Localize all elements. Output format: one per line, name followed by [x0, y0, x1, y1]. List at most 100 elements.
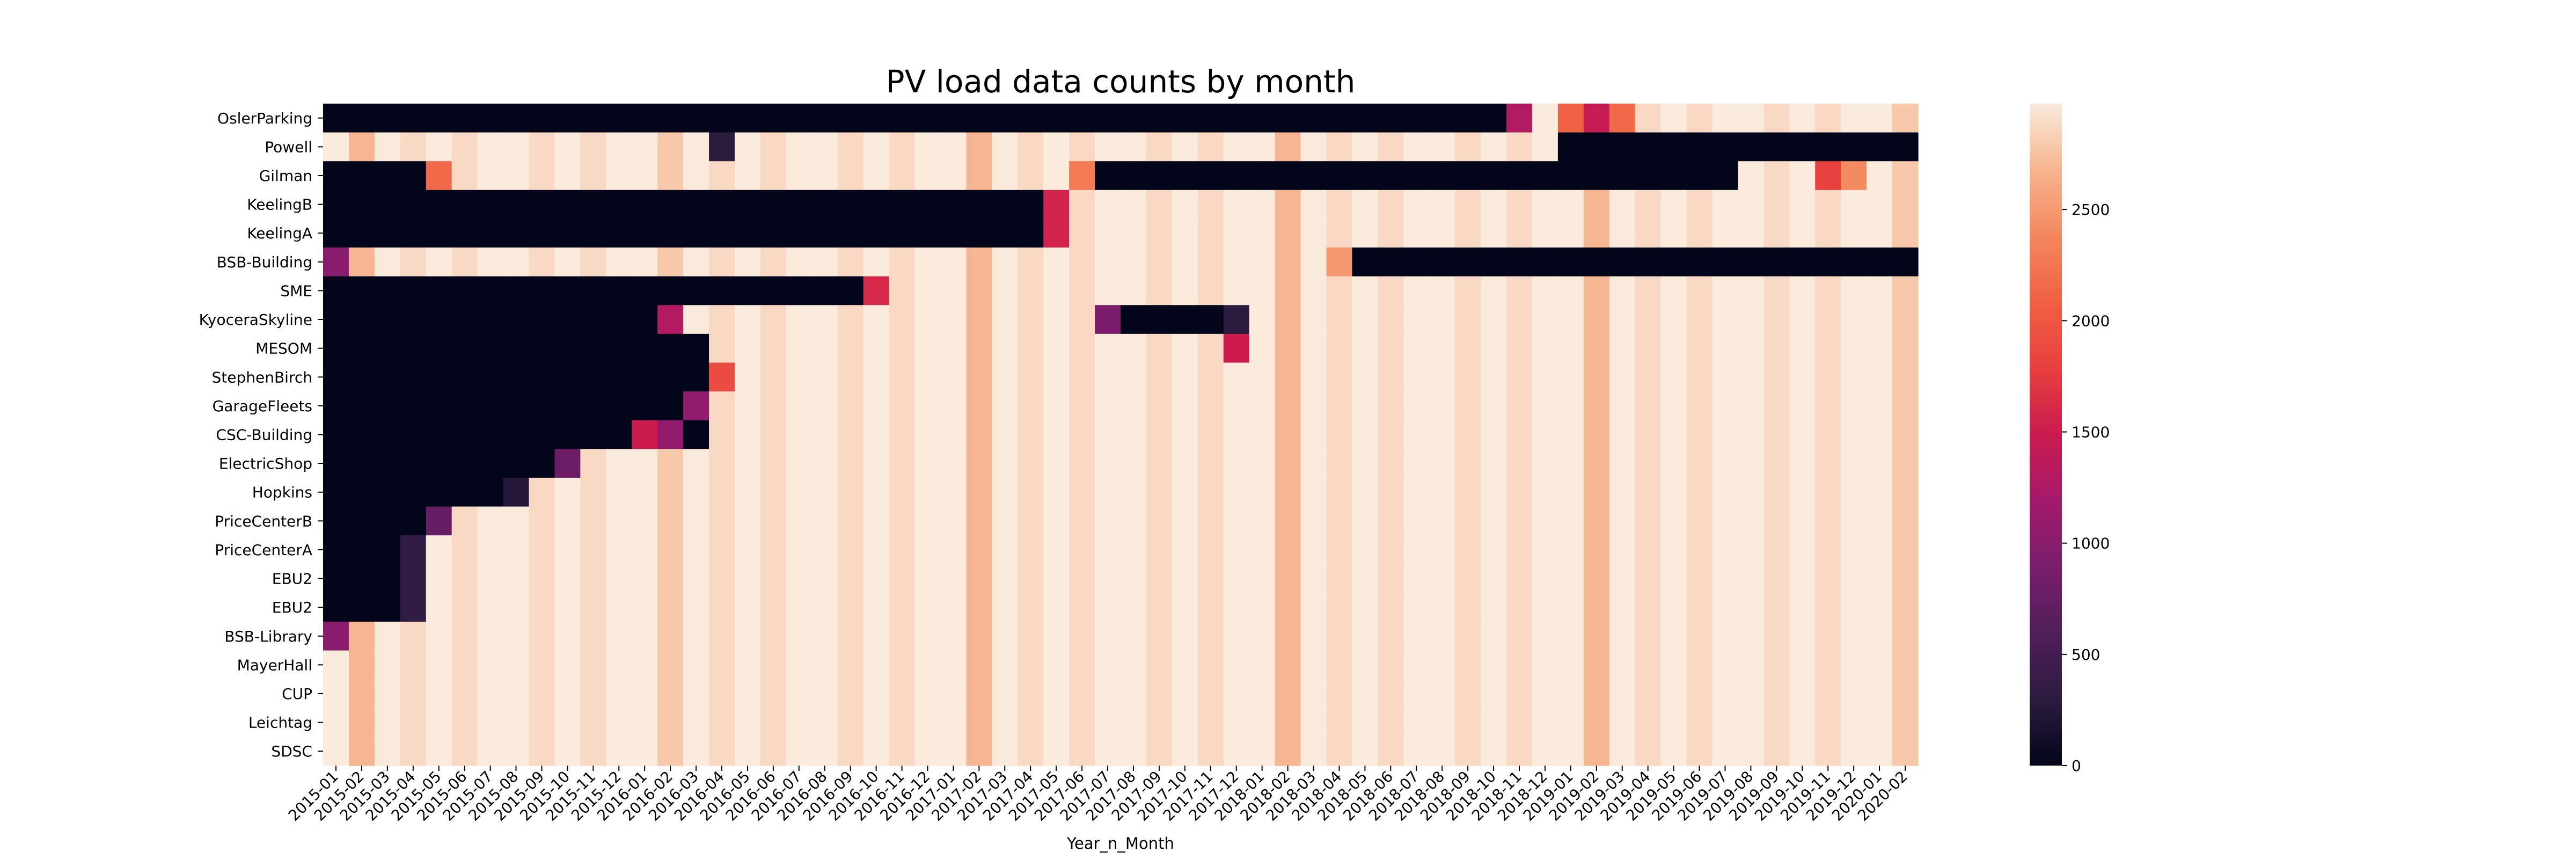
- heatmap-cell: [1506, 679, 1533, 709]
- heatmap-cell: [348, 305, 375, 334]
- heatmap-cell: [992, 247, 1018, 277]
- heatmap-cell: [786, 621, 813, 651]
- heatmap-cell: [683, 708, 709, 737]
- heatmap-cell: [966, 305, 992, 334]
- y-tick-label: StephenBirch: [212, 368, 313, 386]
- heatmap-cell: [709, 190, 735, 220]
- heatmap-cell: [1095, 276, 1121, 305]
- heatmap-cell: [477, 333, 504, 363]
- heatmap-cell: [400, 104, 427, 133]
- heatmap-cell: [1712, 679, 1739, 709]
- heatmap-cell: [1815, 420, 1841, 449]
- heatmap-cell: [426, 679, 452, 709]
- heatmap-cell: [1378, 679, 1404, 709]
- heatmap-cell: [580, 190, 606, 220]
- heatmap-cell: [1532, 593, 1558, 622]
- heatmap-cell: [1378, 391, 1404, 421]
- heatmap-cell: [1197, 737, 1224, 766]
- heatmap-cell: [1403, 104, 1430, 133]
- heatmap-cell: [734, 420, 761, 449]
- heatmap-cell: [940, 737, 967, 766]
- heatmap-cell: [1892, 477, 1919, 507]
- heatmap-cell: [734, 477, 761, 507]
- heatmap-cell: [786, 219, 813, 248]
- heatmap-cell: [1892, 708, 1919, 737]
- heatmap-cell: [503, 104, 530, 133]
- heatmap-cell: [1506, 506, 1533, 536]
- heatmap-cell: [1378, 190, 1404, 220]
- heatmap-cell: [1815, 104, 1841, 133]
- heatmap-cell: [1609, 650, 1636, 680]
- heatmap-cell: [580, 219, 606, 248]
- heatmap-cell: [786, 391, 813, 421]
- heatmap-cell: [1660, 276, 1687, 305]
- heatmap-cell: [1018, 161, 1044, 191]
- heatmap-cell: [811, 449, 838, 478]
- heatmap-cell: [323, 621, 349, 651]
- heatmap-cell: [632, 276, 658, 305]
- heatmap-cell: [1763, 247, 1790, 277]
- heatmap-cell: [940, 449, 967, 478]
- heatmap-cell: [657, 190, 684, 220]
- heatmap-cell: [1172, 132, 1198, 162]
- heatmap-cell: [1455, 420, 1481, 449]
- heatmap-cell: [1146, 708, 1173, 737]
- heatmap-cell: [426, 362, 452, 392]
- heatmap-cell: [477, 161, 504, 191]
- heatmap-cell: [1121, 305, 1147, 334]
- heatmap-cell: [992, 333, 1018, 363]
- heatmap-cell: [606, 564, 632, 593]
- heatmap-cell: [837, 449, 864, 478]
- heatmap-cell: [1223, 276, 1250, 305]
- heatmap-cell: [503, 362, 530, 392]
- heatmap-cell: [863, 161, 890, 191]
- heatmap-cell: [1557, 104, 1584, 133]
- heatmap-cell: [1069, 621, 1095, 651]
- heatmap-cell: [1789, 219, 1816, 248]
- y-tick-label: SDSC: [271, 742, 312, 760]
- heatmap-cell: [477, 737, 504, 766]
- heatmap-cell: [632, 247, 658, 277]
- heatmap-cell: [734, 219, 761, 248]
- heatmap-cell: [1275, 737, 1301, 766]
- heatmap-cell: [1867, 593, 1893, 622]
- heatmap-cell: [1300, 535, 1327, 565]
- heatmap-cell: [1069, 305, 1095, 334]
- heatmap-cell: [451, 593, 478, 622]
- heatmap-cell: [1481, 506, 1507, 536]
- heatmap-cell: [1712, 391, 1739, 421]
- heatmap-cell: [1763, 621, 1790, 651]
- heatmap-cell: [1609, 535, 1636, 565]
- heatmap-cell: [1609, 621, 1636, 651]
- heatmap-cell: [1841, 161, 1867, 191]
- x-axis-label: Year_n_Month: [1066, 834, 1174, 853]
- heatmap-cell: [863, 506, 890, 536]
- heatmap-cell: [632, 506, 658, 536]
- heatmap-cell: [1223, 737, 1250, 766]
- heatmap-cell: [1352, 737, 1378, 766]
- heatmap-cell: [1197, 219, 1224, 248]
- heatmap-cell: [503, 305, 530, 334]
- heatmap-cell: [1352, 276, 1378, 305]
- heatmap-cell: [1300, 247, 1327, 277]
- heatmap-cell: [1095, 737, 1121, 766]
- heatmap-cell: [1609, 564, 1636, 593]
- heatmap-cell: [1352, 621, 1378, 651]
- heatmap-cell: [837, 247, 864, 277]
- heatmap-cell: [477, 132, 504, 162]
- heatmap-cell: [1609, 362, 1636, 392]
- heatmap-cell: [580, 650, 606, 680]
- heatmap-cell: [1249, 132, 1276, 162]
- heatmap-cell: [1789, 506, 1816, 536]
- heatmap-cell: [940, 333, 967, 363]
- heatmap-cell: [709, 132, 735, 162]
- heatmap-cell: [1172, 305, 1198, 334]
- heatmap-cell: [1326, 333, 1353, 363]
- heatmap-cell: [1557, 506, 1584, 536]
- heatmap-cell: [1455, 477, 1481, 507]
- heatmap-cell: [889, 593, 916, 622]
- heatmap-cell: [1712, 247, 1739, 277]
- heatmap-cell: [1583, 247, 1610, 277]
- heatmap-cell: [811, 219, 838, 248]
- heatmap-cell: [1300, 391, 1327, 421]
